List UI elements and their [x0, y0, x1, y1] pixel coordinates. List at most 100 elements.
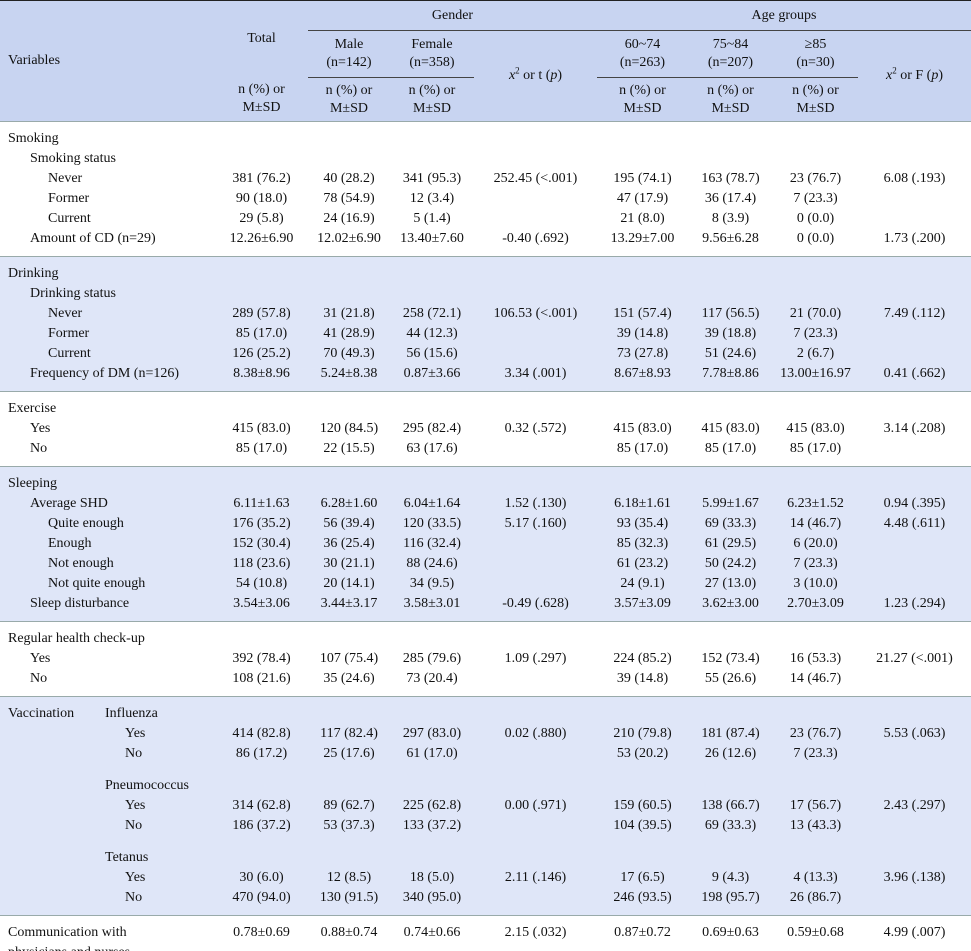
value-cell: 85 (17.0) — [215, 324, 308, 344]
value-cell: 381 (76.2) — [232, 171, 291, 186]
value-cell: 14 (46.7) — [773, 514, 858, 534]
value-cell: 21 (70.0) — [773, 304, 858, 324]
value-cell — [688, 284, 773, 304]
value-cell: 297 (83.0) — [390, 724, 474, 744]
table-row: Former 90 (18.0) 78 (54.9) 12 (3.4) 47 (17.9… — [0, 189, 971, 209]
value-cell — [215, 622, 308, 650]
header-row: Male (n=142) Female (n=358) x2 or t (p) 60… — [0, 30, 971, 122]
table-row: Exercise — [0, 392, 971, 420]
value-cell: 22 (15.5) — [323, 441, 375, 456]
value-cell: 34 (9.5) — [390, 574, 474, 594]
value-cell — [474, 574, 597, 594]
row-label-cell: No — [0, 744, 215, 764]
value-cell: 5.53 (.063) — [858, 724, 971, 744]
value-cell: 186 (37.2) — [215, 816, 308, 836]
section: Sleeping Average SHD 6.11±1.63 6.28±1.60 6.0… — [0, 466, 971, 622]
row-label-cell: Sleep disturbance — [0, 594, 215, 622]
value-cell — [858, 466, 971, 494]
value-cell — [308, 284, 390, 304]
header-cell: Gender — [308, 0, 597, 31]
value-cell — [773, 122, 858, 150]
stat-line: M±SD — [329, 100, 369, 116]
value-cell — [474, 439, 597, 467]
value-cell: 5.24±8.38 — [308, 364, 390, 392]
value-cell: 9.56±6.28 — [702, 231, 759, 246]
section: Exercise Yes 415 (83.0) 120 (84.5) 295 (82.4… — [0, 391, 971, 467]
value-cell: 13 (43.3) — [773, 816, 858, 836]
value-cell — [597, 696, 688, 724]
value-cell: 116 (32.4) — [390, 534, 474, 554]
header-cell: n (%) or M±SD — [773, 77, 858, 122]
table-row: Never 381 (76.2) 40 (28.2) 341 (95.3) 252.45… — [0, 169, 971, 189]
row-label-cell: Former — [0, 189, 215, 209]
header-cell: Total — [215, 0, 308, 78]
value-cell — [308, 392, 390, 420]
group-name: ≥85 — [804, 37, 827, 52]
value-cell: 36 (17.4) — [704, 191, 757, 206]
value-cell: 2 (6.7) — [773, 344, 858, 364]
test-p: p — [931, 68, 939, 83]
value-cell: 163 (78.7) — [701, 171, 760, 186]
value-cell: 69 (33.3) — [688, 816, 773, 836]
value-cell: 30 (21.1) — [308, 554, 390, 574]
value-cell: 415 (83.0) — [613, 421, 672, 436]
value-cell — [688, 122, 773, 150]
table-row: Frequency of DM (n=126) 8.38±8.96 5.24±8.3… — [0, 364, 971, 392]
value-cell: 0.87±3.66 — [390, 364, 474, 392]
value-cell: 0.02 (.880) — [474, 724, 597, 744]
value-cell: 0.00 (.971) — [474, 796, 597, 816]
value-cell: 73 (20.4) — [406, 671, 458, 686]
value-cell — [858, 149, 971, 169]
value-cell — [773, 392, 858, 420]
value-cell: 26 (12.6) — [688, 744, 773, 764]
value-cell — [215, 836, 308, 868]
value-cell — [773, 466, 858, 494]
value-cell: 14 (46.7) — [789, 671, 842, 686]
value-cell: 6.04±1.64 — [390, 494, 474, 514]
row-label: Regular health check-up — [8, 631, 145, 646]
value-cell: 61 (29.5) — [688, 534, 773, 554]
value-cell: 90 (18.0) — [235, 191, 288, 206]
value-cell — [474, 344, 597, 364]
value-cell: 7.78±8.86 — [688, 364, 773, 392]
group-n: (n=207) — [707, 55, 754, 70]
value-cell: 50 (24.2) — [688, 554, 773, 574]
value-cell — [390, 622, 474, 650]
value-cell: 0.78±0.69 — [233, 925, 290, 940]
table-row: Pneumococcus — [0, 764, 971, 796]
value-cell — [390, 392, 474, 420]
value-cell — [390, 149, 474, 169]
value-cell: 0.94 (.395) — [858, 494, 971, 514]
value-cell — [858, 764, 971, 796]
value-cell: 70 (49.3) — [308, 344, 390, 364]
table-row: Sleeping — [0, 466, 971, 494]
value-cell — [597, 122, 688, 150]
value-cell — [858, 189, 971, 209]
group-name: Male — [334, 37, 364, 52]
row-label: Never — [48, 306, 83, 321]
row-label-cell: Regular health check-up — [0, 622, 215, 650]
value-cell: 133 (37.2) — [390, 816, 474, 836]
value-cell — [308, 696, 390, 724]
group-n: (n=30) — [796, 55, 835, 70]
value-cell: 117 (82.4) — [308, 724, 390, 744]
section: Drinking Drinking status Never 289 (57.8) 31… — [0, 256, 971, 392]
value-cell — [390, 122, 474, 150]
value-cell — [858, 836, 971, 868]
table-row: Current 29 (5.8) 24 (16.9) 5 (1.4) 21 (8.0) 8… — [0, 209, 971, 229]
value-cell: 6.23±1.52 — [773, 494, 858, 514]
value-cell — [474, 122, 597, 150]
value-cell: 1.23 (.294) — [858, 594, 971, 622]
table-row: Yes 30 (6.0) 12 (8.5) 18 (5.0) 2.11 (.146) 17… — [0, 868, 971, 888]
table-row: No 186 (37.2) 53 (37.3) 133 (37.2) 104 (39.5… — [0, 816, 971, 836]
value-cell: 1.09 (.297) — [504, 651, 567, 666]
row-label-cell: Pneumococcus — [0, 764, 215, 796]
stat-line: M±SD — [412, 100, 452, 116]
value-cell — [390, 284, 474, 304]
value-cell: 31 (21.8) — [308, 304, 390, 324]
stat-line: M±SD — [623, 100, 662, 116]
value-cell: 2.15 (.032) — [504, 925, 567, 940]
value-cell — [474, 764, 597, 796]
value-cell — [474, 392, 597, 420]
value-cell: 181 (87.4) — [688, 724, 773, 744]
